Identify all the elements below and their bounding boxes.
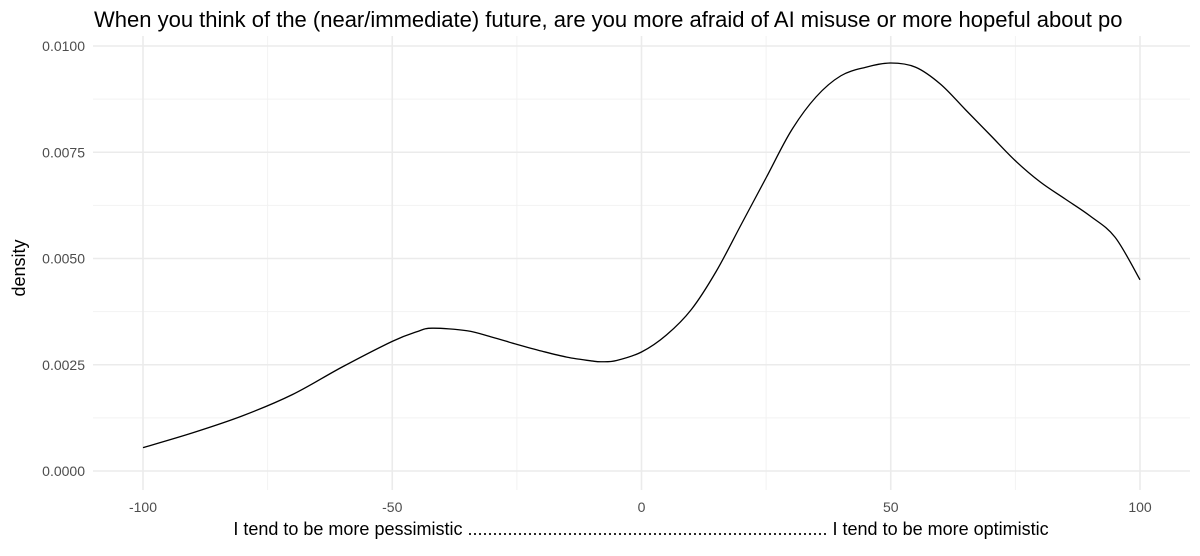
y-axis-title: density: [9, 239, 29, 296]
x-tick-label: -100: [129, 499, 157, 515]
grid: [93, 36, 1190, 490]
y-tick-label: 0.0100: [42, 38, 85, 54]
curve-layer: [142, 62, 1141, 449]
x-tick-label: 0: [638, 499, 646, 515]
x-axis-ticks: -100 -50 0 50 100: [129, 499, 1152, 515]
x-tick-label: 50: [883, 499, 899, 515]
chart-title: When you think of the (near/immediate) f…: [94, 7, 1122, 32]
y-tick-label: 0.0050: [42, 251, 85, 267]
x-axis-title: I tend to be more pessimistic ..........…: [233, 519, 1048, 539]
y-tick-label: 0.0075: [42, 144, 85, 160]
x-tick-label: -50: [382, 499, 402, 515]
y-tick-label: 0.0025: [42, 357, 85, 373]
density-curve: [142, 62, 1141, 449]
x-tick-label: 100: [1128, 499, 1152, 515]
y-axis-ticks: 0.0000 0.0025 0.0050 0.0075 0.0100: [42, 38, 85, 479]
y-tick-label: 0.0000: [42, 463, 85, 479]
